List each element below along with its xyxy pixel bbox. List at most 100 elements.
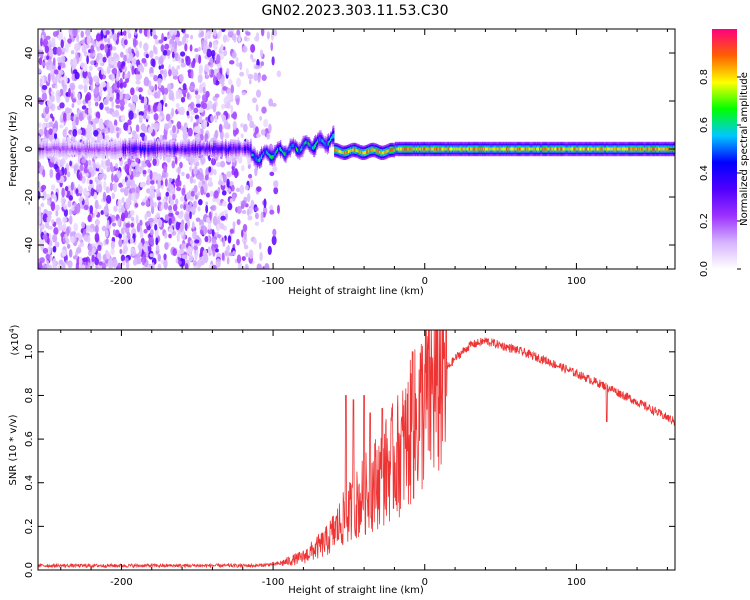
noise-cell <box>121 178 125 186</box>
noise-cell <box>111 68 118 75</box>
noise-cell <box>74 43 80 52</box>
band-cell <box>591 147 593 151</box>
noise-cell <box>153 34 158 40</box>
noise-cell <box>121 260 126 266</box>
noise-cell <box>158 39 163 44</box>
band-cell <box>179 148 181 152</box>
noise-cell <box>233 168 239 179</box>
noise-cell <box>220 223 225 230</box>
noise-cell <box>131 102 136 113</box>
band-cell <box>533 147 535 151</box>
noise-cell <box>59 124 64 129</box>
band-cell <box>352 148 354 152</box>
band-cell <box>497 147 499 151</box>
noise-cell <box>42 213 48 223</box>
band-cell <box>584 147 586 151</box>
band-cell <box>254 155 256 160</box>
band-cell <box>270 155 272 159</box>
noise-cell <box>220 215 226 221</box>
noise-cell <box>246 67 249 77</box>
band-cell <box>312 145 315 150</box>
band-cell <box>229 147 231 150</box>
band-cell <box>455 147 457 151</box>
noise-cell <box>181 254 186 259</box>
band-cell <box>619 147 621 151</box>
band-cell <box>67 147 69 151</box>
noise-cell <box>240 133 244 139</box>
noise-cell <box>205 192 211 198</box>
band-cell <box>306 140 308 144</box>
noise-cell <box>53 69 59 75</box>
band-cell <box>56 145 58 150</box>
band-cell <box>634 147 636 151</box>
band-cell <box>525 147 527 151</box>
band-cell <box>530 147 532 151</box>
band-cell <box>59 147 61 152</box>
band-cell <box>269 154 271 159</box>
noise-cell <box>57 32 63 41</box>
band-cell <box>557 147 559 151</box>
noise-cell <box>232 221 236 228</box>
band-cell <box>563 147 565 151</box>
band-cell <box>397 147 400 151</box>
noise-cell <box>78 197 84 202</box>
noise-cell <box>216 234 222 239</box>
noise-cell <box>160 203 165 210</box>
noise-cell <box>112 229 116 236</box>
band-cell <box>644 147 646 151</box>
noise-cell <box>48 121 54 128</box>
band-cell <box>541 147 543 151</box>
noise-cell <box>106 251 111 260</box>
band-cell <box>239 146 241 150</box>
noise-cell <box>72 29 77 37</box>
band-cell <box>52 146 55 150</box>
noise-cell <box>53 227 59 235</box>
noise-cell <box>273 180 279 188</box>
noise-cell <box>231 34 236 41</box>
noise-cell <box>179 222 184 233</box>
x-tick-label: 0 <box>422 577 428 588</box>
band-cell <box>177 147 179 150</box>
noise-cell <box>271 56 275 66</box>
band-cell <box>445 147 447 151</box>
noise-cell <box>135 214 139 224</box>
noise-cell <box>168 69 172 77</box>
band-cell <box>167 147 169 151</box>
noise-cell <box>67 260 73 269</box>
noise-cell <box>221 29 226 33</box>
band-cell <box>516 147 519 151</box>
band-cell <box>291 144 293 147</box>
band-cell <box>574 147 576 151</box>
noise-cell <box>127 46 132 55</box>
band-cell <box>69 148 72 152</box>
band-cell <box>511 147 513 151</box>
noise-cell <box>226 188 232 193</box>
noise-cell <box>236 29 241 36</box>
band-cell <box>62 146 64 151</box>
noise-cell <box>210 115 214 123</box>
band-cell <box>490 147 492 151</box>
noise-cell <box>212 246 216 257</box>
band-cell <box>410 147 412 151</box>
noise-cell <box>149 72 155 78</box>
noise-cell <box>135 74 140 81</box>
noise-cell <box>253 72 259 82</box>
noise-cell <box>180 96 186 103</box>
band-cell <box>350 149 352 153</box>
noise-cell <box>99 90 103 97</box>
band-cell <box>268 153 270 157</box>
band-cell <box>295 147 298 151</box>
noise-cell <box>127 125 131 134</box>
noise-cell <box>57 65 62 71</box>
band-cell <box>319 137 321 142</box>
band-cell <box>471 147 473 151</box>
noise-cell <box>259 49 264 58</box>
snr-scale-label: (x104) <box>8 324 21 355</box>
noise-cell <box>155 244 160 252</box>
noise-cell <box>87 106 93 115</box>
band-cell <box>495 147 497 151</box>
band-cell <box>311 146 314 150</box>
noise-cell <box>171 46 175 53</box>
noise-cell <box>187 127 193 137</box>
noise-cell <box>110 240 115 249</box>
